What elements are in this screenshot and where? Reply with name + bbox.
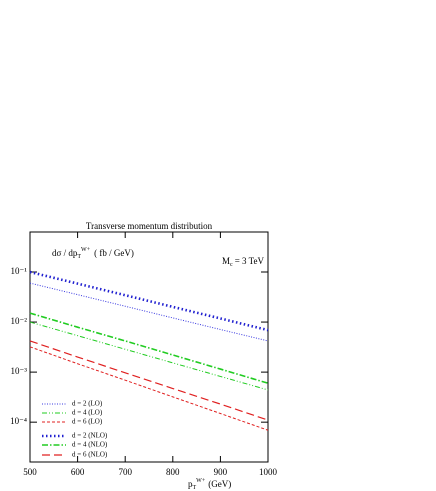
y-axis-label: dσ / dpTW+( fb / GeV) [52, 247, 134, 260]
series-line [29, 346, 269, 431]
legend-label: d = 2 (NLO) [72, 432, 108, 440]
annotation-rest: = 3 TeV [235, 256, 265, 266]
legend-label: d = 4 (NLO) [72, 441, 108, 449]
series-line [29, 321, 269, 391]
x-tick-label: 700 [118, 467, 132, 477]
annotation-sub: c [230, 262, 233, 268]
x-label-unit: (GeV) [208, 479, 231, 489]
y-tick-label: 10⁻³ [11, 366, 28, 376]
x-tick-label: 600 [71, 467, 85, 477]
y-tick-label: 10⁻¹ [11, 266, 28, 276]
x-tick-label: 900 [214, 467, 228, 477]
x-tick-label: 800 [166, 467, 180, 477]
series-line [29, 340, 269, 421]
y-tick-label: 10⁻² [11, 316, 28, 326]
series-line [29, 270, 269, 332]
x-label-sub: T [193, 485, 197, 491]
legend-label: d = 2 (LO) [72, 400, 103, 408]
y-label-unit: ( fb / GeV) [94, 248, 134, 258]
x-axis-label: pTW+ (GeV) [188, 478, 231, 491]
y-tick-label: 10⁻⁴ [10, 416, 27, 426]
legend-label: d = 6 (LO) [72, 418, 103, 426]
chart-title: Transverse momentum distribution [86, 221, 213, 231]
x-label-main: p [188, 479, 193, 489]
x-tick-label: 1000 [259, 467, 278, 477]
x-tick-label: 500 [23, 467, 37, 477]
legend-label: d = 6 (NLO) [72, 451, 108, 459]
legend-label: d = 4 (LO) [72, 409, 103, 417]
series-line [29, 312, 269, 384]
annotation-main: M [222, 256, 230, 266]
series-line [29, 282, 269, 342]
y-label-sup: W+ [81, 247, 91, 253]
annotation: Mc = 3 TeV [222, 256, 264, 268]
y-label-main: dσ / dp [52, 248, 78, 258]
y-label-sub: T [77, 254, 81, 260]
x-label-sup: W+ [196, 478, 206, 484]
